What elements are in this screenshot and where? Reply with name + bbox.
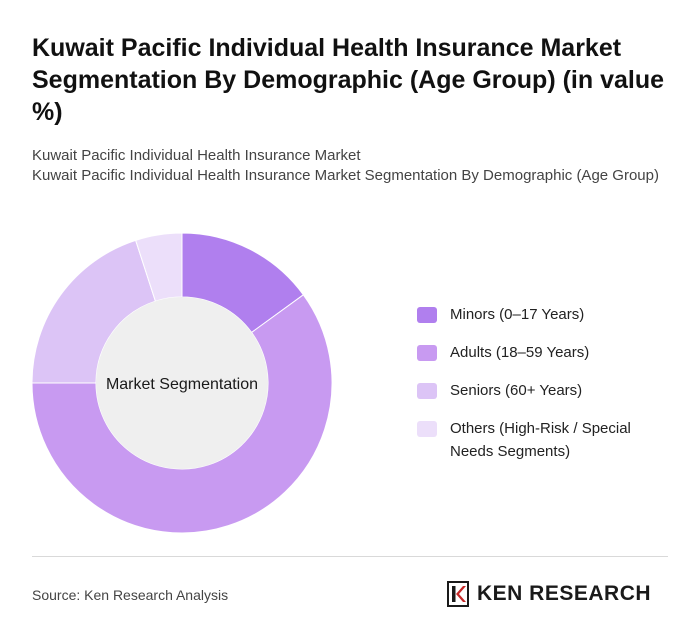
chart-legend: Minors (0–17 Years) Adults (18–59 Years) S… xyxy=(417,303,677,478)
subtitle-line-2: Kuwait Pacific Individual Health Insuran… xyxy=(32,167,659,184)
legend-swatch xyxy=(417,345,437,361)
donut-chart: Market Segmentation xyxy=(30,231,334,535)
legend-swatch xyxy=(417,421,437,437)
legend-item: Others (High-Risk / Special Needs Segmen… xyxy=(417,417,677,463)
chart-title: Kuwait Pacific Individual Health Insuran… xyxy=(32,34,665,126)
legend-label: Others (High-Risk / Special Needs Segmen… xyxy=(450,420,631,460)
source-note: Source: Ken Research Analysis xyxy=(32,587,229,603)
legend-swatch xyxy=(417,383,437,399)
legend-item: Seniors (60+ Years) xyxy=(417,379,677,402)
legend-item: Adults (18–59 Years) xyxy=(417,341,677,364)
legend-swatch xyxy=(417,307,437,323)
donut-center xyxy=(96,297,268,469)
brand-logo: KEN RESEARCH xyxy=(447,581,651,607)
legend-item: Minors (0–17 Years) xyxy=(417,303,677,326)
ken-research-logo-icon xyxy=(447,581,469,607)
brand-name: KEN RESEARCH xyxy=(477,582,652,605)
legend-label: Minors (0–17 Years) xyxy=(450,306,585,323)
donut-chart-svg: Market Segmentation xyxy=(31,232,333,534)
donut-center-label: Market Segmentation xyxy=(106,376,258,393)
footer-divider xyxy=(32,556,668,557)
legend-label: Seniors (60+ Years) xyxy=(450,382,583,399)
subtitle-line-1: Kuwait Pacific Individual Health Insuran… xyxy=(32,147,361,164)
chart-subtitle: Kuwait Pacific Individual Health Insuran… xyxy=(32,146,672,186)
legend-label: Adults (18–59 Years) xyxy=(450,344,590,361)
